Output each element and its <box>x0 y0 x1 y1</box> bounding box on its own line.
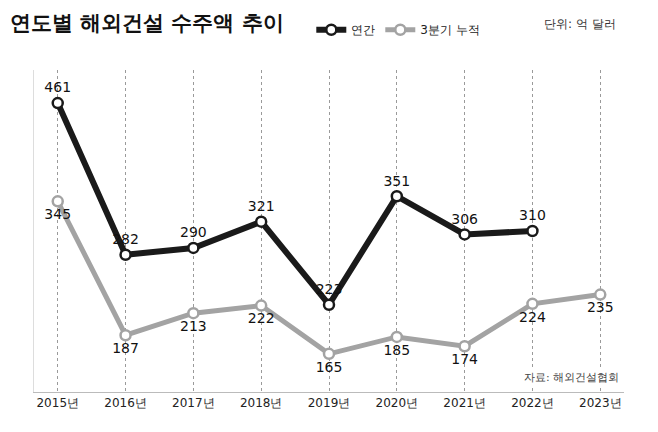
svg-text:222: 222 <box>248 310 275 326</box>
svg-text:213: 213 <box>180 318 207 334</box>
svg-text:3분기 누적: 3분기 누적 <box>420 23 479 37</box>
svg-text:자료: 해외건설협회: 자료: 해외건설협회 <box>524 371 619 384</box>
svg-text:2020년: 2020년 <box>376 396 419 410</box>
svg-text:321: 321 <box>248 198 275 214</box>
svg-text:351: 351 <box>383 173 410 189</box>
svg-text:2015년: 2015년 <box>36 396 79 410</box>
svg-text:224: 224 <box>519 309 546 325</box>
svg-text:2019년: 2019년 <box>308 396 351 410</box>
svg-text:310: 310 <box>519 207 546 223</box>
svg-text:174: 174 <box>451 351 478 367</box>
svg-text:306: 306 <box>451 211 478 227</box>
svg-text:2018년: 2018년 <box>240 396 283 410</box>
svg-text:2016년: 2016년 <box>104 396 147 410</box>
svg-text:연간: 연간 <box>351 23 375 37</box>
svg-text:2017년: 2017년 <box>172 396 215 410</box>
svg-text:345: 345 <box>44 206 71 222</box>
svg-text:165: 165 <box>316 359 343 375</box>
svg-text:2021년: 2021년 <box>443 396 486 410</box>
svg-text:2022년: 2022년 <box>511 396 554 410</box>
svg-text:185: 185 <box>383 342 410 358</box>
svg-text:461: 461 <box>44 79 71 95</box>
svg-text:235: 235 <box>587 299 614 315</box>
svg-text:282: 282 <box>112 231 139 247</box>
svg-text:연도별 해외건설 수주액 추이: 연도별 해외건설 수주액 추이 <box>10 11 284 35</box>
svg-text:187: 187 <box>112 340 139 356</box>
svg-text:2023년: 2023년 <box>579 396 622 410</box>
svg-text:단위: 억 달러: 단위: 억 달러 <box>544 17 616 31</box>
svg-text:290: 290 <box>180 224 207 240</box>
svg-text:223: 223 <box>316 281 343 297</box>
